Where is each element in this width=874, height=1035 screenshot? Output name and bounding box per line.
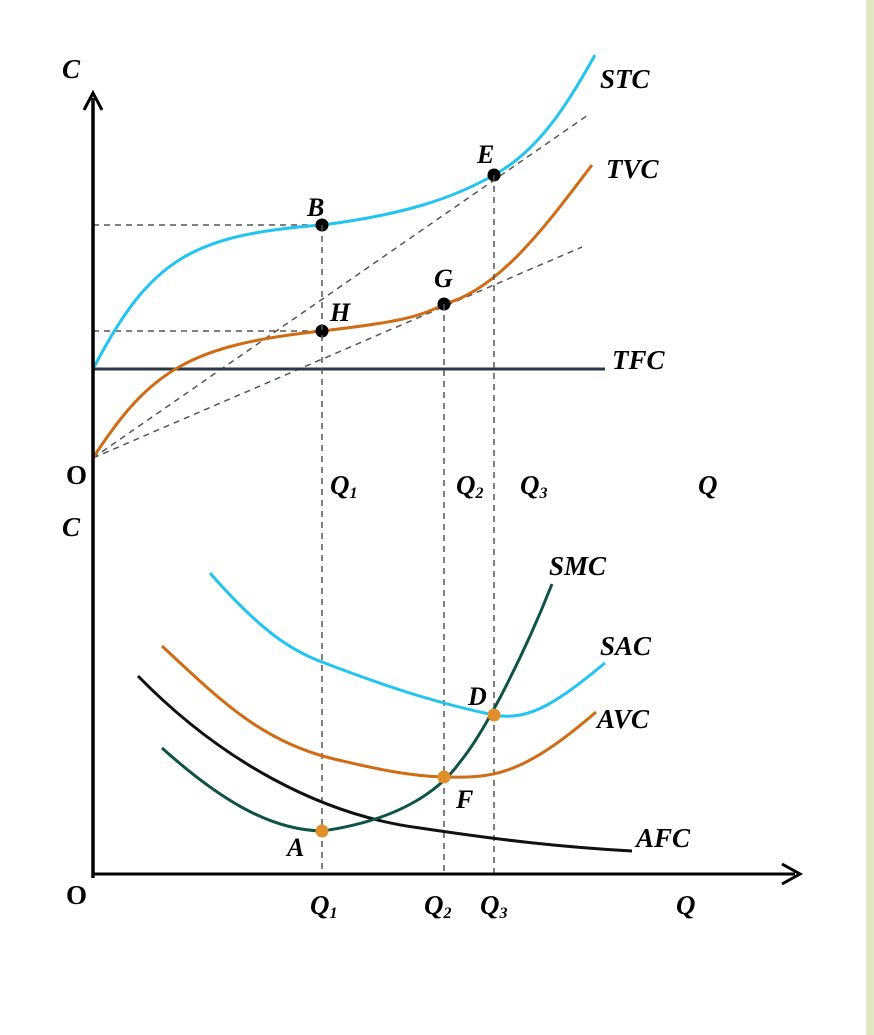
point-h-marker bbox=[315, 324, 329, 338]
bottom-q2-label: Q2 bbox=[424, 890, 452, 922]
bottom-q1-base: Q bbox=[310, 890, 330, 920]
afc-curve bbox=[136, 674, 633, 853]
sac-curve bbox=[208, 572, 606, 718]
tvc-curve bbox=[91, 164, 594, 459]
bottom-q1-sub: 1 bbox=[330, 905, 338, 922]
top-dashed-guides bbox=[92, 114, 589, 459]
point-h-label: H bbox=[329, 298, 351, 327]
top-x-axis-label: Q bbox=[698, 470, 718, 500]
stc-label: STC bbox=[600, 64, 651, 94]
point-a-marker bbox=[315, 824, 329, 838]
top-q2-base: Q bbox=[456, 470, 476, 500]
point-f-label: F bbox=[455, 785, 473, 814]
point-b-label: B bbox=[306, 193, 324, 222]
point-f-marker bbox=[437, 770, 451, 784]
top-q1-base: Q bbox=[330, 470, 350, 500]
tfc-label: TFC bbox=[612, 345, 666, 375]
top-q3-label: Q3 bbox=[520, 470, 548, 502]
top-q2-sub: 2 bbox=[475, 485, 484, 502]
top-y-axis-label: C bbox=[62, 54, 81, 84]
top-q1-label: Q1 bbox=[330, 470, 358, 502]
bottom-q3-label: Q3 bbox=[480, 890, 508, 922]
avc-label: AVC bbox=[595, 704, 650, 734]
bottom-x-axis-label: Q bbox=[676, 890, 696, 920]
bottom-q3-base: Q bbox=[480, 890, 500, 920]
avc-curve bbox=[160, 644, 597, 779]
top-q2-label: Q2 bbox=[456, 470, 484, 502]
top-q3-base: Q bbox=[520, 470, 540, 500]
ray-origin-through-g bbox=[92, 246, 583, 459]
sac-label: SAC bbox=[600, 631, 652, 661]
top-origin-label: O bbox=[66, 460, 87, 490]
smc-curve bbox=[160, 583, 554, 833]
bottom-q3-sub: 3 bbox=[499, 905, 508, 922]
point-d-marker bbox=[487, 708, 501, 722]
bottom-y-axis-label: C bbox=[62, 512, 81, 542]
bottom-origin-label: O bbox=[66, 880, 87, 910]
tvc-label: TVC bbox=[606, 154, 660, 184]
point-g-label: G bbox=[434, 264, 453, 293]
stc-curve bbox=[91, 54, 597, 370]
y-axis-arrowhead bbox=[82, 89, 104, 111]
bottom-q2-base: Q bbox=[424, 890, 444, 920]
top-q3-sub: 3 bbox=[539, 485, 548, 502]
top-chart: STC TVC TFC B H E G C O Q Q1 Q2 Q3 bbox=[62, 54, 718, 502]
point-e-label: E bbox=[476, 140, 494, 169]
bottom-chart: SMC SAC AVC AFC D F A C O Q Q1 Q2 Q3 bbox=[62, 512, 804, 922]
point-a-label: A bbox=[285, 833, 304, 862]
bottom-q1-label: Q1 bbox=[310, 890, 338, 922]
top-q1-sub: 1 bbox=[350, 485, 358, 502]
ray-origin-through-e bbox=[92, 114, 589, 459]
x-axis-arrowhead bbox=[781, 862, 804, 886]
smc-label: SMC bbox=[549, 551, 607, 581]
bottom-q2-sub: 2 bbox=[443, 905, 452, 922]
q-vertical-guides bbox=[321, 175, 495, 874]
point-d-label: D bbox=[467, 682, 487, 711]
right-border-strip bbox=[866, 0, 874, 1035]
afc-label: AFC bbox=[634, 823, 691, 853]
